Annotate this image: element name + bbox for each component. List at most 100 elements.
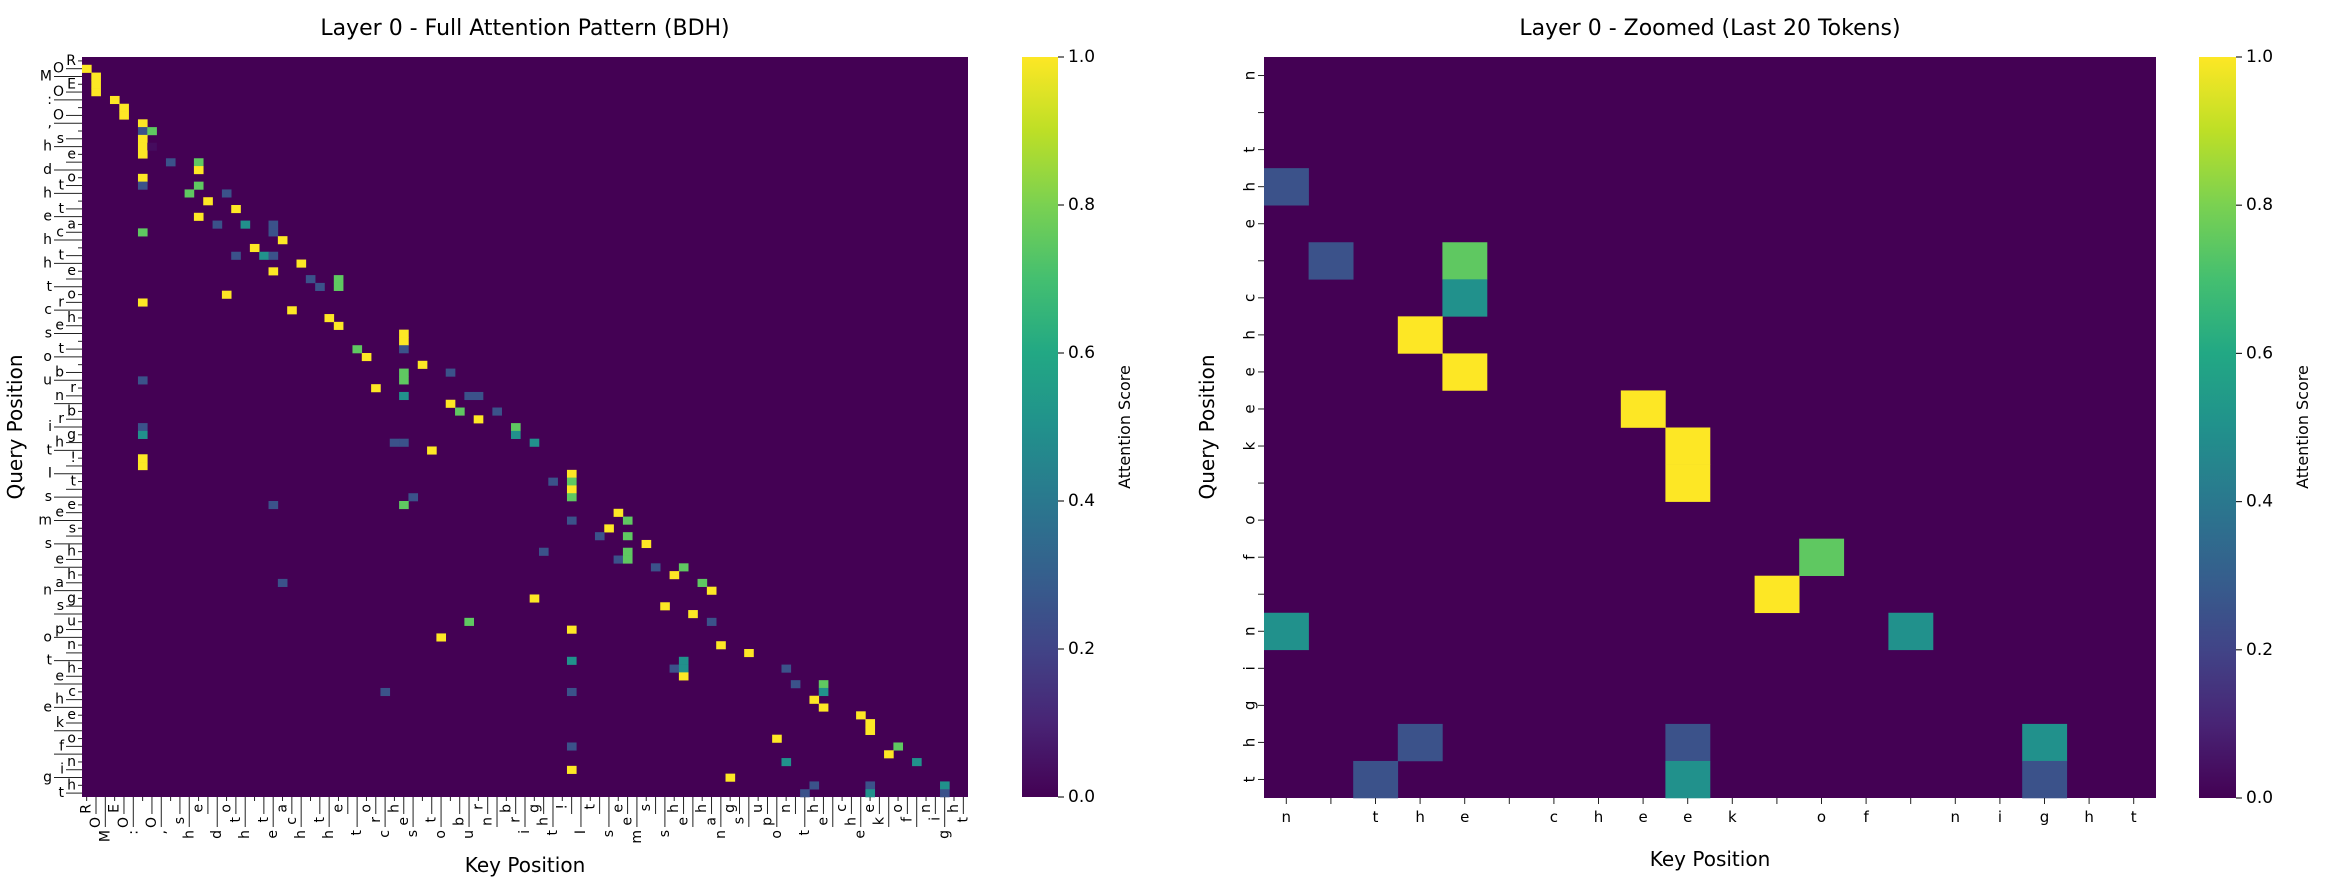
y-tick-label: h <box>43 255 52 271</box>
x-tick-label: n <box>918 804 934 813</box>
x-tick-label: h <box>237 830 253 839</box>
heatmap-cell <box>1264 612 1309 651</box>
y-tick-label: m <box>38 512 52 528</box>
y-tick-label: i <box>1241 666 1259 670</box>
heatmap-cell <box>259 251 269 260</box>
x-tick-label: r <box>508 817 524 823</box>
heatmap-cell <box>865 726 876 735</box>
heatmap-cell <box>137 142 148 151</box>
heatmap-cell <box>566 493 577 502</box>
x-tick-label: c <box>377 830 393 838</box>
y-tick-label: M <box>40 68 52 84</box>
y-tick-label: d <box>43 162 52 178</box>
y-tick-label: s <box>69 520 76 536</box>
heatmap-cell <box>2022 760 2068 799</box>
x-tick-label: g <box>526 804 542 813</box>
heatmap-cell <box>492 407 502 416</box>
x-tick-label: e <box>620 817 636 826</box>
heatmap-cell <box>389 438 400 447</box>
x-tick-label: e <box>191 804 207 813</box>
heatmap-cell <box>669 664 680 673</box>
heatmap-cell <box>1665 723 1711 762</box>
y-tick-label: o <box>43 629 52 645</box>
y-tick-label: h <box>1241 330 1259 340</box>
x-tick-label: h <box>181 830 197 839</box>
heatmap-cell <box>137 298 148 307</box>
heatmap-cell <box>399 329 409 338</box>
x-tick-label: a <box>704 817 720 826</box>
heatmap-cell <box>511 423 521 432</box>
heatmap-cell <box>445 399 456 408</box>
y-tick-label: g <box>67 427 76 443</box>
heatmap-cell <box>137 454 148 463</box>
heatmap-cell <box>212 220 223 229</box>
y-tick-label: o <box>43 349 52 365</box>
heatmap-cell <box>305 275 316 284</box>
y-tick-label: e <box>55 505 64 521</box>
x-tick-label: s <box>172 817 188 824</box>
x-tick-label: M <box>97 830 113 842</box>
x-axis-label: Key Position <box>465 853 586 877</box>
y-tick-label: a <box>55 575 64 591</box>
x-tick-label: I <box>573 830 589 834</box>
heatmap-cell <box>818 703 829 712</box>
heatmap-cell <box>352 345 363 354</box>
x-tick-label: e <box>815 817 831 826</box>
x-tick-label: o <box>219 804 235 813</box>
y-tick-label: e <box>43 699 52 715</box>
heatmap-cell <box>287 306 297 315</box>
y-tick-label: s <box>45 536 52 552</box>
x-tick-label: c <box>284 817 300 825</box>
heatmap-cell <box>399 391 409 401</box>
x-tick-label: E <box>107 804 123 813</box>
heatmap-cell <box>137 119 148 128</box>
heatmap-cell <box>231 251 241 260</box>
heatmap-cell <box>2022 723 2068 762</box>
y-tick-label: e <box>43 209 52 225</box>
heatmap-cell <box>137 127 148 136</box>
heatmap-cell <box>473 415 484 424</box>
heatmap-cell <box>622 532 633 541</box>
heatmap-cell <box>268 228 279 237</box>
x-tick-label: f <box>899 816 915 822</box>
heatmap-cell <box>277 578 288 587</box>
heatmap-cell <box>1665 464 1711 502</box>
y-tick-label: f <box>59 738 65 754</box>
heatmap-cell <box>511 430 521 439</box>
heatmap-cell <box>613 555 624 564</box>
y-tick-label: I <box>48 466 52 482</box>
x-tick-label: s <box>405 830 421 837</box>
x-tick-label: m <box>629 830 645 844</box>
x-tick-label: : <box>125 830 141 835</box>
heatmap-cell <box>109 95 120 105</box>
heatmap-cell <box>781 664 792 673</box>
y-tick-label: f <box>1241 554 1259 560</box>
y-tick-label: h <box>55 435 64 451</box>
heatmap-cell <box>1888 612 1934 651</box>
x-tick-label: e <box>676 817 692 826</box>
y-tick-label: ! <box>70 450 76 466</box>
y-tick-label: t <box>59 248 65 264</box>
heatmap-cell <box>809 781 820 790</box>
heatmap-cell <box>613 508 624 517</box>
x-tick-label: i <box>517 830 533 834</box>
heatmap-cell <box>324 314 335 323</box>
heatmap-cell <box>137 462 148 471</box>
y-tick-label: h <box>67 310 76 326</box>
x-tick-label: t <box>349 830 365 836</box>
x-tick-label: n <box>713 830 729 839</box>
heatmap-cell <box>1442 279 1488 317</box>
heatmap-cell <box>464 391 475 401</box>
heatmap-cell <box>678 672 689 681</box>
heatmap-cell <box>193 166 204 175</box>
heatmap-cell <box>566 469 577 478</box>
heatmap-cell <box>82 64 92 73</box>
y-tick-label: s <box>45 489 52 505</box>
heatmap-cell <box>231 205 241 214</box>
heatmap-cell <box>641 539 652 549</box>
colorbar-tick-label: 0.6 <box>2246 343 2273 363</box>
y-tick-label: b <box>55 364 64 380</box>
heatmap-cell <box>333 321 344 330</box>
y-tick-label: h <box>67 567 76 583</box>
x-tick-label: g <box>2040 808 2050 826</box>
